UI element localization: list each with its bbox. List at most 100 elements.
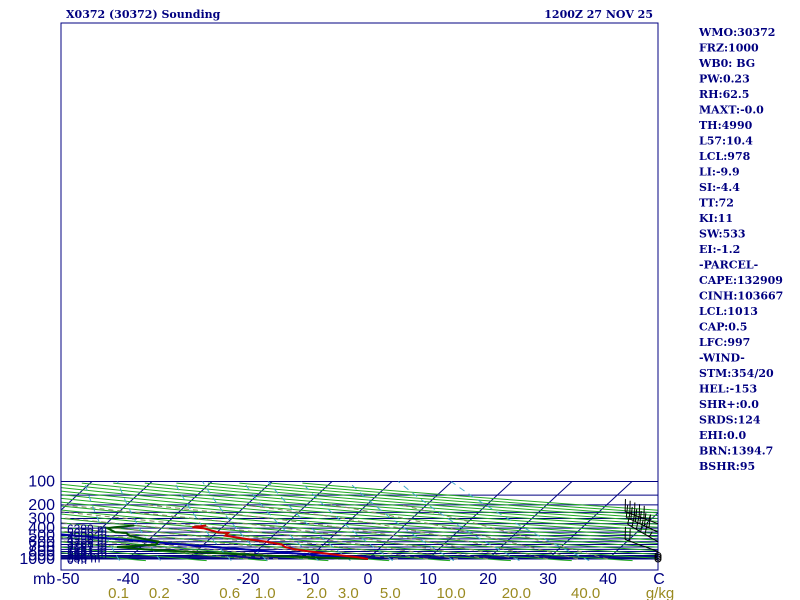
isotherm-line <box>487 481 573 560</box>
index-entry: CAP:0.5 <box>699 321 747 334</box>
index-entry: HEL:-153 <box>699 383 757 396</box>
mixing-ratio-label: 5.0 <box>380 585 401 600</box>
index-entry: EHI:0.0 <box>699 429 746 442</box>
index-entry: CAPE:132909 <box>699 274 783 287</box>
dry-adiabat <box>61 517 572 562</box>
temperature-trace <box>192 524 369 560</box>
pressure-label: 500 <box>28 528 55 545</box>
height-label: 386 m <box>67 551 100 565</box>
temperature-label: -10 <box>296 571 319 588</box>
pressure-unit-label: mb <box>33 571 55 588</box>
index-entry: WMO:30372 <box>698 26 775 39</box>
height-label: 3768 m <box>67 536 107 550</box>
mixing-ratio-label: 1.0 <box>255 585 276 600</box>
index-entry: TT:72 <box>699 197 734 210</box>
valid-time: 1200Z 27 NOV 25 <box>544 8 653 21</box>
index-entry: EI:-1.2 <box>699 243 740 256</box>
wind-barb <box>624 539 659 552</box>
temperature-label: -50 <box>56 571 79 588</box>
temperature-label: -40 <box>116 571 139 588</box>
dry-adiabat <box>61 501 658 552</box>
wind-barb-feather <box>648 531 653 538</box>
isotherm-line <box>61 481 93 511</box>
mixing-ratio-label: 40.0 <box>571 585 600 600</box>
height-label: 6390 m <box>67 522 107 536</box>
mixing-ratio-line <box>450 481 590 562</box>
temperature-label: -30 <box>176 571 199 588</box>
index-entry: MAXT:-0.0 <box>699 104 764 117</box>
pressure-label: 400 <box>28 520 55 537</box>
index-entry: LCL:1013 <box>699 305 758 318</box>
height-label: 1224 m <box>67 548 107 562</box>
temperature-axis-labels: -50 -40 -30 -20 -10 0 10 20 30 40 C <box>56 571 664 588</box>
index-panel: WMO:30372 FRZ:1000 WB0: BG PW:0.23 RH:62.5 MA… <box>698 26 783 473</box>
dry-adiabat <box>207 482 658 520</box>
wind-barbs <box>624 499 662 563</box>
pressure-label: 600 <box>28 534 55 551</box>
parcel-trace <box>61 533 369 560</box>
index-entry: LFC:997 <box>699 336 750 349</box>
mixing-ratio-line <box>397 481 520 562</box>
mixing-ratio-label: 2.0 <box>306 585 327 600</box>
mixing-ratio-label: 0.1 <box>108 585 129 600</box>
dry-adiabat <box>61 497 658 548</box>
mixing-ratio-line <box>83 481 120 561</box>
dry-adiabat <box>81 482 658 531</box>
index-entry: RH:62.5 <box>699 88 749 101</box>
moist-adiabat <box>145 504 519 560</box>
height-label: 2187 m <box>67 543 107 557</box>
dry-adiabat <box>144 482 658 525</box>
sounding-profiles <box>61 524 369 560</box>
wind-barb <box>654 551 662 559</box>
index-entry: BRN:1394.7 <box>699 445 773 458</box>
height-label: 5658 m <box>67 526 107 540</box>
mixing-ratio-line <box>300 481 393 562</box>
wind-barb-feather <box>625 504 629 518</box>
mixing-ratio-line <box>242 481 319 561</box>
moist-adiabat <box>400 504 609 560</box>
height-label: 794 m <box>67 549 100 563</box>
index-entry: SI:-4.4 <box>699 181 740 194</box>
pressure-label: 1000 <box>19 551 55 568</box>
temperature-label: 0 <box>364 571 373 588</box>
dry-adiabat <box>61 541 268 562</box>
temperature-unit-label: C <box>653 571 665 588</box>
temperature-label: -20 <box>236 571 259 588</box>
height-label: 3207 m <box>67 539 107 553</box>
isotherm-line <box>668 482 752 560</box>
height-label: 1681 m <box>67 545 107 559</box>
dry-adiabat <box>61 509 658 559</box>
moist-adiabat <box>61 517 429 560</box>
index-entry: LI:-9.9 <box>699 166 740 179</box>
index-entry: -WIND- <box>699 352 745 365</box>
dry-adiabat <box>61 526 451 562</box>
dry-adiabat <box>61 487 658 538</box>
temperature-label: 40 <box>599 571 617 588</box>
dry-adiabat <box>61 505 658 555</box>
moist-adiabat <box>63 504 489 560</box>
height-label: 0 m <box>67 553 87 567</box>
temperature-label: 10 <box>419 571 437 588</box>
height-label: 4990 m <box>67 530 107 544</box>
pressure-label: 100 <box>28 474 55 491</box>
dry-adiabat <box>61 546 207 562</box>
pressure-label: 900 <box>28 547 55 564</box>
wind-barb-feather <box>640 519 644 532</box>
dry-adiabat <box>61 490 658 541</box>
mixing-ratio-label: 3.0 <box>338 585 359 600</box>
pressure-label: 800 <box>28 543 55 560</box>
dry-adiabat <box>239 482 658 517</box>
index-entry: L57:10.4 <box>699 135 753 148</box>
index-entry: FRZ:1000 <box>699 42 759 55</box>
mixing-ratio-label: 20.0 <box>502 585 531 600</box>
wind-barb-feather <box>648 514 652 521</box>
height-label: 2687 m <box>67 541 107 555</box>
dry-adiabat <box>61 494 658 545</box>
wind-barb <box>624 511 659 525</box>
wind-barb <box>654 553 662 561</box>
pressure-label: 700 <box>28 539 55 556</box>
grid-lines <box>61 481 752 562</box>
dewpoint-trace <box>104 524 369 560</box>
